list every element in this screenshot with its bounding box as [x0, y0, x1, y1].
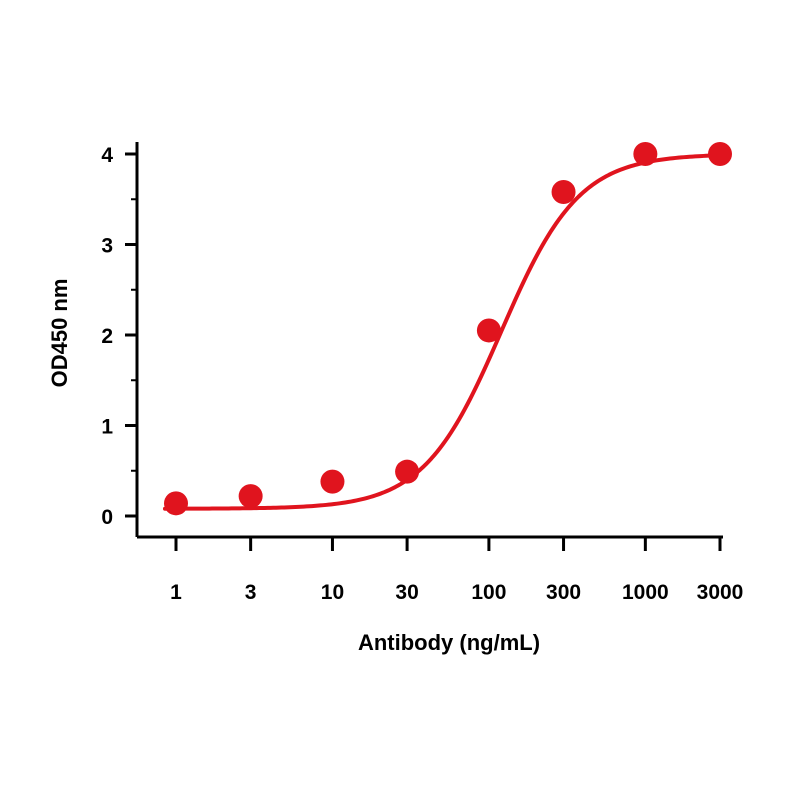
x-tick-label: 1000 — [622, 581, 669, 604]
x-tick-label: 100 — [471, 581, 506, 604]
data-point — [633, 142, 658, 166]
data-point — [395, 459, 420, 484]
y-tick-label: 1 — [101, 416, 113, 439]
y-tick-label: 3 — [101, 235, 113, 258]
plot-area — [162, 142, 732, 516]
y-tick-label: 0 — [101, 506, 113, 529]
data-point — [320, 469, 345, 494]
x-tick-label: 300 — [546, 581, 581, 604]
x-tick-label: 10 — [321, 581, 344, 604]
data-point — [551, 180, 576, 205]
x-axis: 1 3 10 30 100 300 1000 3000 — [137, 535, 744, 604]
data-point — [164, 491, 188, 516]
x-tick-label: 3000 — [697, 581, 744, 604]
y-axis-title: OD450 nm — [47, 279, 72, 388]
x-axis-title: Antibody (ng/mL) — [358, 630, 540, 655]
data-point — [708, 142, 732, 166]
fit-curve — [162, 153, 722, 511]
x-tick-label: 3 — [245, 581, 257, 604]
data-point — [238, 484, 263, 509]
y-tick-label: 2 — [101, 325, 113, 348]
y-tick-label: 4 — [101, 144, 113, 167]
x-tick-label: 1 — [170, 581, 182, 604]
data-point — [476, 318, 501, 343]
y-axis: 0 1 2 3 4 — [101, 142, 139, 537]
x-tick-label: 30 — [395, 581, 418, 604]
